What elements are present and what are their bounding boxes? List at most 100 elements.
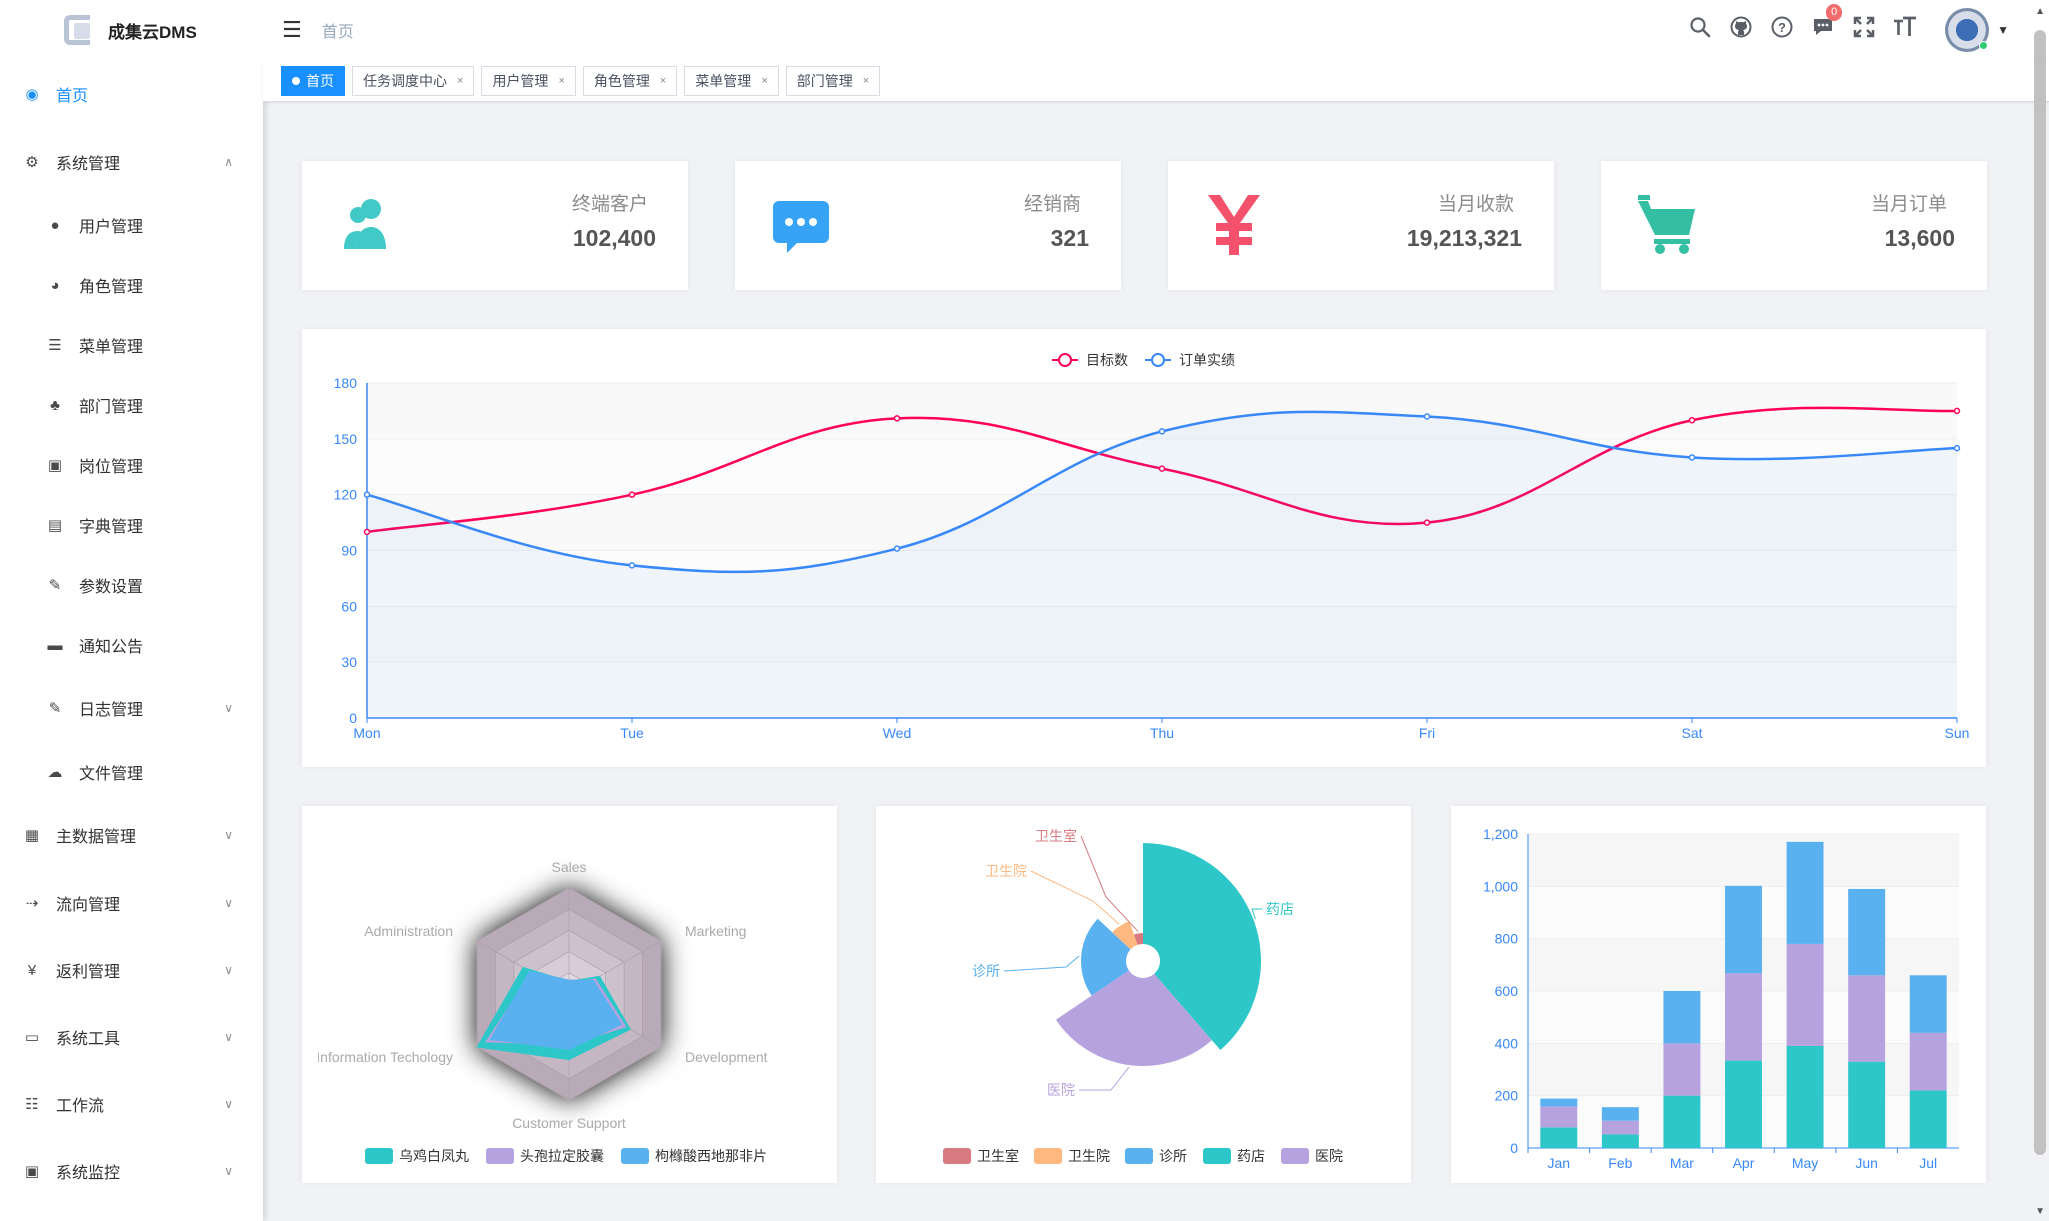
peoples-icon: [336, 193, 400, 257]
sidebar-item[interactable]: ✎ 日志管理 ∨: [0, 688, 263, 728]
bar: [1786, 1045, 1824, 1148]
sidebar-item[interactable]: ▤ 字典管理: [0, 505, 263, 545]
sidebar-item[interactable]: ▬ 通知公告: [0, 625, 263, 665]
pie-slice: [1143, 843, 1261, 1051]
legend-swatch: [1034, 1148, 1062, 1164]
breadcrumb[interactable]: 首页: [321, 24, 354, 41]
clip-mask: [302, 806, 318, 1183]
tag-item[interactable]: 菜单管理 ×: [684, 65, 779, 96]
sidebar-item[interactable]: ☰ 菜单管理: [0, 325, 263, 365]
github-icon[interactable]: [1720, 16, 1761, 44]
data-point: [628, 491, 636, 498]
chevron-down-icon: ∨: [224, 1030, 233, 1044]
sidebar-item[interactable]: ◕ 角色管理: [0, 265, 263, 305]
sidebar-item[interactable]: ☁ 文件管理: [0, 752, 263, 792]
user-icon: ●: [50, 216, 60, 234]
tag-item[interactable]: 部门管理 ×: [785, 65, 881, 96]
radar-chart-card: Sales Marketing Development Customer Suppor…: [302, 806, 837, 1183]
sidebar-item[interactable]: ▣ 系统监控 ∨: [0, 1151, 263, 1191]
sidebar-item[interactable]: ¥ 返利管理 ∨: [0, 950, 263, 990]
radar-indicator-label: Marketing: [685, 923, 746, 939]
pie-label: 药店: [1266, 901, 1294, 917]
sidebar-item[interactable]: ● 用户管理: [0, 205, 263, 245]
pie-slice: [1133, 933, 1143, 945]
x-tick-label: Fri: [1419, 725, 1435, 741]
yen-icon: ¥: [27, 961, 37, 979]
data-point: [1953, 444, 1961, 452]
sidebar-item[interactable]: ▣ 岗位管理: [0, 445, 263, 485]
sidebar-item-label: 菜单管理: [79, 339, 144, 356]
x-tick-label: Apr: [1733, 1155, 1755, 1171]
org-tree-icon: ♣: [50, 396, 60, 414]
legend-label: 目标数: [1086, 352, 1128, 368]
sidebar-item[interactable]: ▦ 主数据管理 ∨: [0, 815, 263, 855]
line-chart: 0 30 60 90 120 150 180 Mon Tue Wed Thu Fri Sat Sun 目标数…: [334, 352, 1970, 741]
close-icon[interactable]: ×: [862, 74, 870, 87]
legend-swatch: [1125, 1148, 1153, 1164]
data-point: [1688, 416, 1696, 424]
bar: [1540, 1106, 1578, 1128]
tag-label: 菜单管理: [695, 72, 752, 89]
pie-label-line: [1080, 835, 1139, 932]
font-size-icon[interactable]: [1884, 16, 1925, 44]
sidebar-item[interactable]: ⇢ 流向管理 ∨: [0, 883, 263, 923]
sidebar-item[interactable]: ♣ 部门管理: [0, 385, 263, 425]
sidebar-item[interactable]: ✎ 参数设置: [0, 565, 263, 605]
fullscreen-icon[interactable]: [1843, 16, 1884, 44]
legend-label: 订单实绩: [1179, 352, 1235, 368]
stat-label: 终端客户: [571, 194, 648, 215]
sidebar-item[interactable]: ⚙ 系统管理 ∧: [0, 142, 263, 182]
stat-card-orders[interactable]: 当月订单 13,600: [1601, 161, 1987, 290]
bar: [1663, 1043, 1701, 1096]
x-tick-label: Jul: [1919, 1155, 1937, 1171]
hamburger-icon[interactable]: ☰: [282, 17, 302, 42]
sidebar-item-label: 主数据管理: [56, 829, 137, 846]
x-tick-label: Sun: [1945, 725, 1970, 741]
pie-slice: [1112, 921, 1138, 950]
tag-item[interactable]: 首页: [281, 65, 345, 96]
split-area: [367, 494, 1957, 551]
stat-value: 321: [1050, 225, 1089, 251]
stat-card-customers[interactable]: 终端客户 102,400: [302, 161, 688, 290]
sidebar-item-label: 日志管理: [79, 702, 144, 719]
bar: [1848, 975, 1886, 1062]
stat-label: 当月订单: [1870, 194, 1947, 215]
radar-chart: Sales Marketing Development Customer Suppor…: [302, 806, 768, 1183]
logo[interactable]: 成集云DMS: [0, 0, 263, 60]
page-scrollbar[interactable]: [2034, 30, 2046, 1155]
stat-card-dealers[interactable]: 经销商 321: [735, 161, 1121, 290]
sidebar-item[interactable]: ◉ 首页: [0, 74, 263, 114]
y-tick-label: 120: [334, 487, 358, 503]
stat-card-collections[interactable]: 当月收款 19,213,321: [1168, 161, 1554, 290]
radar-indicator-label: Administration: [364, 923, 453, 939]
tag-label: 角色管理: [593, 72, 650, 89]
tag-item[interactable]: 角色管理 ×: [582, 65, 678, 96]
split-area: [367, 606, 1957, 663]
close-icon[interactable]: ×: [558, 74, 565, 87]
caret-down-icon[interactable]: ▼: [1997, 23, 2009, 37]
scroll-up-arrow[interactable]: ▲: [2035, 6, 2045, 17]
tag-item[interactable]: 用户管理 ×: [481, 65, 576, 96]
tag-item[interactable]: 任务调度中心 ×: [352, 65, 475, 96]
sidebar-item-label: 参数设置: [79, 579, 144, 596]
radar-series: [489, 970, 623, 1051]
app-name: 成集云DMS: [108, 22, 197, 42]
close-icon[interactable]: ×: [761, 74, 768, 87]
scroll-down-arrow[interactable]: ▼: [2035, 1206, 2045, 1217]
tool-icon: ▭: [24, 1029, 40, 1046]
monitor-icon: ▣: [24, 1163, 40, 1180]
search-icon[interactable]: [1679, 16, 1720, 44]
close-icon[interactable]: ×: [457, 74, 464, 87]
y-tick-label: 150: [334, 431, 358, 447]
bar: [1909, 1032, 1947, 1091]
data-point: [1423, 519, 1431, 526]
close-icon[interactable]: ×: [659, 74, 667, 87]
chevron-down-icon: ∨: [224, 828, 233, 842]
legend-swatch: [486, 1148, 514, 1164]
message-icon[interactable]: 0: [1802, 4, 1843, 44]
sidebar-item[interactable]: ▭ 系统工具 ∨: [0, 1017, 263, 1057]
help-icon[interactable]: ?: [1761, 16, 1802, 44]
sidebar-item[interactable]: ☷ 工作流 ∨: [0, 1084, 263, 1124]
avatar[interactable]: [1945, 8, 1990, 52]
stat-label: 当月收款: [1437, 194, 1514, 215]
